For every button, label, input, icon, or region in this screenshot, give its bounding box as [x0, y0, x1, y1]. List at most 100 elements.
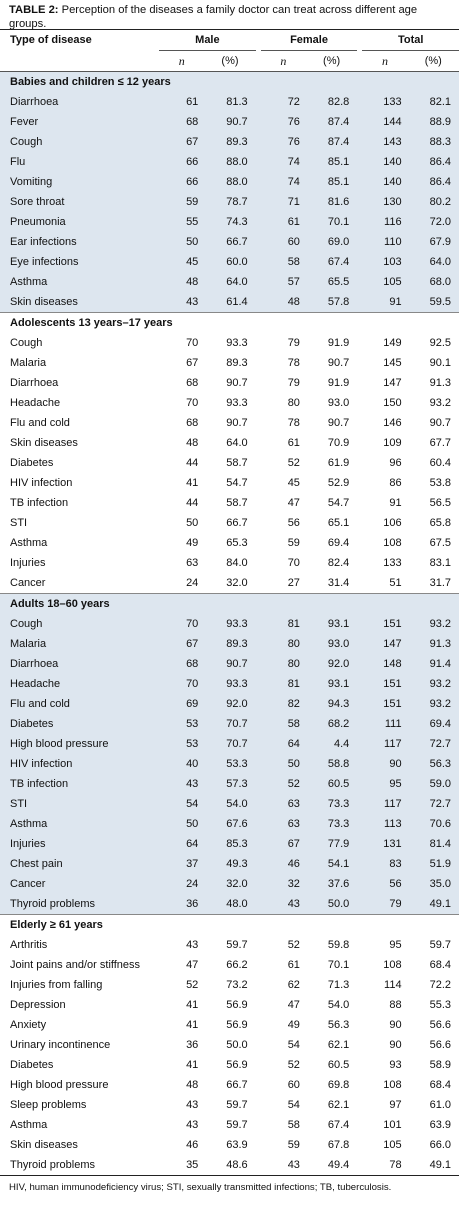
disease-name-cell: Fever: [10, 116, 39, 128]
male-pct-cell: 93.3: [226, 678, 248, 690]
female-n-cell: 58: [287, 256, 300, 268]
total-pct-cell: 88.9: [429, 116, 451, 128]
total-n-cell: 145: [383, 357, 402, 369]
table-row: Skin diseases 48 64.0 61 70.9 109 67.7: [0, 433, 459, 453]
total-n-cell: 147: [383, 377, 402, 389]
total-pct-cell: 68.4: [429, 1079, 451, 1091]
total-n-cell: 93: [389, 1059, 402, 1071]
total-n-cell: 83: [389, 858, 402, 870]
total-pct-cell: 56.6: [429, 1019, 451, 1031]
table-row: Fever 68 90.7 76 87.4 144 88.9: [0, 112, 459, 132]
section-group: Babies and children ≤ 12 years Diarrhoea 6…: [0, 71, 459, 313]
total-pct-cell: 92.5: [429, 337, 451, 349]
female-pct-cell: 67.4: [327, 1119, 350, 1131]
total-pct-cell: 61.0: [429, 1099, 451, 1111]
female-n-cell: 71: [287, 196, 300, 208]
header-female: Female: [260, 29, 358, 51]
male-n-cell: 47: [186, 959, 199, 971]
disease-name-cell: Flu: [10, 156, 26, 168]
total-n-cell: 86: [389, 477, 402, 489]
male-n-cell: 44: [186, 457, 199, 469]
total-n-cell: 78: [389, 1159, 402, 1171]
total-n-cell: 108: [383, 959, 402, 971]
female-pct-cell: 37.6: [327, 878, 350, 890]
table-row: Malaria 67 89.3 80 93.0 147 91.3: [0, 634, 459, 654]
female-n-cell: 47: [287, 999, 300, 1011]
male-n-cell: 66: [186, 156, 199, 168]
total-pct-cell: 67.9: [429, 236, 451, 248]
male-pct-cell: 59.7: [226, 1119, 248, 1131]
total-n-cell: 110: [384, 236, 402, 248]
disease-name-cell: Urinary incontinence: [10, 1039, 111, 1051]
disease-name-cell: Arthritis: [10, 939, 48, 951]
male-n-cell: 63: [186, 557, 199, 569]
total-n-cell: 113: [384, 818, 402, 830]
total-n-cell: 105: [383, 276, 402, 288]
total-pct-cell: 49.1: [429, 1159, 451, 1171]
table-row: Diarrhoea 68 90.7 79 91.9 147 91.3: [0, 373, 459, 393]
female-n-cell: 46: [287, 858, 300, 870]
total-pct-cell: 64.0: [429, 256, 451, 268]
female-pct-cell: 77.9: [327, 838, 350, 850]
male-pct-cell: 89.3: [226, 638, 248, 650]
male-n-cell: 49: [186, 537, 199, 549]
male-n-cell: 41: [186, 477, 199, 489]
table-row: Skin diseases 46 63.9 59 67.8 105 66.0: [0, 1135, 459, 1155]
male-pct-cell: 48.0: [226, 898, 248, 910]
header-male-n: n: [159, 50, 205, 72]
table-footnote: HIV, human immunodeficiency virus; STI, …: [0, 1175, 459, 1193]
header-male: Male: [159, 29, 256, 51]
total-n-cell: 117: [384, 738, 402, 750]
total-n-cell: 91: [389, 296, 402, 308]
male-pct-cell: 50.0: [226, 1039, 248, 1051]
male-pct-cell: 61.4: [226, 296, 248, 308]
female-n-cell: 57: [287, 276, 300, 288]
total-pct-cell: 86.4: [429, 176, 451, 188]
male-pct-cell: 93.3: [226, 337, 248, 349]
table-row: Ear infections 50 66.7 60 69.0 110 67.9: [0, 232, 459, 252]
female-pct-cell: 65.5: [327, 276, 350, 288]
disease-name-cell: Headache: [10, 678, 61, 690]
male-pct-cell: 73.2: [226, 979, 248, 991]
total-n-cell: 56: [389, 878, 402, 890]
male-n-cell: 67: [186, 136, 199, 148]
male-n-cell: 70: [186, 678, 199, 690]
table-row: Eye infections 45 60.0 58 67.4 103 64.0: [0, 252, 459, 272]
male-n-cell: 67: [186, 638, 199, 650]
total-pct-cell: 53.8: [429, 477, 451, 489]
female-pct-cell: 69.8: [327, 1079, 350, 1091]
male-n-cell: 64: [186, 838, 199, 850]
total-n-cell: 130: [383, 196, 402, 208]
female-pct-cell: 60.5: [327, 1059, 350, 1071]
female-pct-cell: 61.9: [327, 457, 350, 469]
female-n-cell: 62: [287, 979, 300, 991]
total-n-cell: 90: [389, 1019, 402, 1031]
disease-name-cell: Cough: [10, 337, 43, 349]
female-pct-cell: 57.8: [327, 296, 350, 308]
table-row: Headache 70 93.3 80 93.0 150 93.2: [0, 393, 459, 413]
female-n-cell: 43: [287, 1159, 300, 1171]
total-pct-cell: 82.1: [429, 96, 451, 108]
female-n-cell: 67: [287, 838, 300, 850]
female-n-cell: 74: [287, 176, 300, 188]
disease-name-cell: HIV infection: [10, 477, 73, 489]
female-pct-cell: 58.8: [327, 758, 350, 770]
male-pct-cell: 93.3: [226, 397, 248, 409]
male-pct-cell: 58.7: [226, 457, 248, 469]
disease-name-cell: Skin diseases: [10, 437, 78, 449]
male-pct-cell: 57.3: [226, 778, 248, 790]
female-n-cell: 56: [287, 517, 300, 529]
male-n-cell: 66: [186, 176, 199, 188]
total-pct-cell: 60.4: [429, 457, 451, 469]
total-n-cell: 108: [383, 537, 402, 549]
female-pct-cell: 69.0: [327, 236, 350, 248]
total-pct-cell: 31.7: [429, 577, 451, 589]
female-n-cell: 78: [287, 417, 300, 429]
table-row: Diabetes 44 58.7 52 61.9 96 60.4: [0, 453, 459, 473]
total-pct-cell: 90.1: [429, 357, 451, 369]
female-n-cell: 60: [287, 236, 300, 248]
female-n-cell: 58: [287, 1119, 300, 1131]
female-n-cell: 59: [287, 1139, 300, 1151]
female-n-cell: 63: [287, 798, 300, 810]
male-pct-cell: 89.3: [226, 136, 248, 148]
